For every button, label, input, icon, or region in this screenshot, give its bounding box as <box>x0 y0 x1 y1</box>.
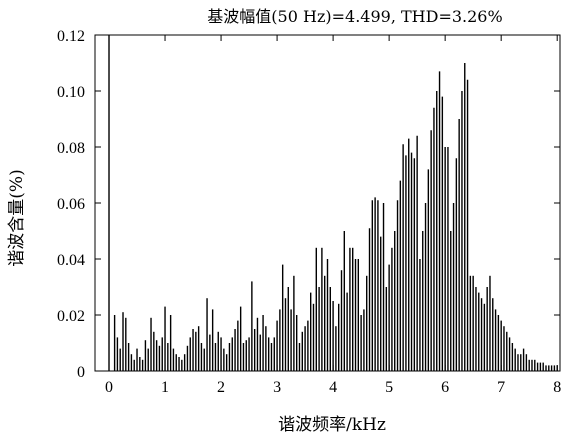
y-tick-label: 0.10 <box>57 84 85 101</box>
x-tick-label: 6 <box>441 379 449 396</box>
y-tick-label: 0.12 <box>57 28 85 45</box>
x-tick-label: 4 <box>329 379 337 396</box>
x-tick-label: 5 <box>385 379 393 396</box>
x-tick-label: 1 <box>161 379 169 396</box>
chart-title: 基波幅值(50 Hz)=4.499, THD=3.26% <box>207 7 502 26</box>
y-tick-label: 0.04 <box>57 252 85 269</box>
y-tick-label: 0.02 <box>57 308 85 325</box>
x-axis-label: 谐波频率/kHz <box>278 415 386 435</box>
y-tick-label: 0.08 <box>57 140 85 157</box>
y-axis-label: 谐波含量(%) <box>7 169 27 266</box>
x-axis: 0 1 2 3 4 5 6 7 8 <box>105 35 561 396</box>
x-tick-label: 2 <box>217 379 225 396</box>
y-axis: 0 0.02 0.04 0.06 0.08 0.10 0.12 <box>57 28 560 381</box>
x-tick-label: 0 <box>105 379 113 396</box>
x-tick-label: 8 <box>553 379 561 396</box>
bar-series <box>108 35 558 371</box>
y-tick-label: 0 <box>77 364 85 381</box>
x-tick-label: 3 <box>273 379 281 396</box>
y-tick-label: 0.06 <box>57 196 85 213</box>
x-tick-label: 7 <box>497 379 505 396</box>
